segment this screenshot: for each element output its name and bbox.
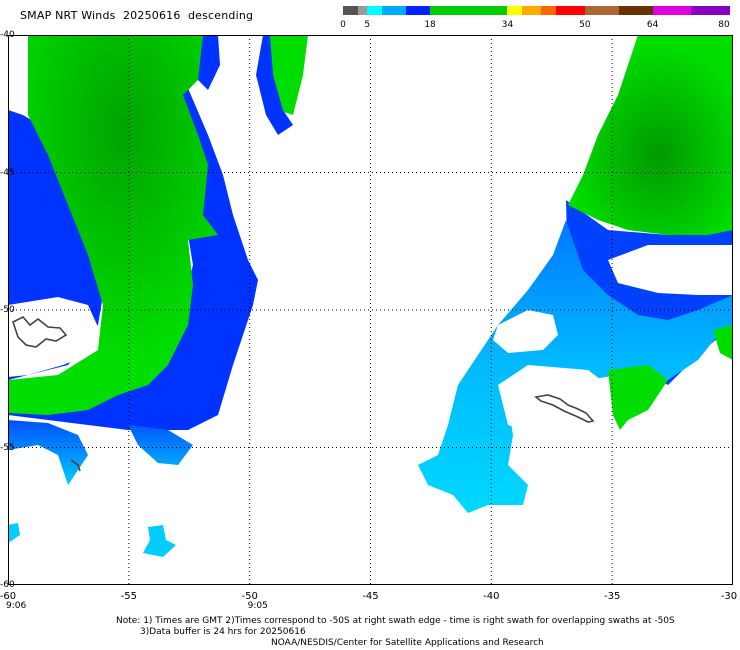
latitude-label: -45 bbox=[0, 167, 15, 178]
colorbar-tick-label: 80 bbox=[718, 20, 730, 30]
falklands-coast bbox=[12, 316, 68, 348]
wind-map-svg bbox=[8, 35, 733, 585]
colorbar-segment bbox=[367, 6, 382, 15]
longitude-label: -30 bbox=[720, 591, 738, 602]
map-frame bbox=[8, 35, 733, 585]
colorbar-tick-label: 64 bbox=[646, 20, 659, 30]
latitude-label: -40 bbox=[0, 30, 15, 40]
colorbar-tick-label: 18 bbox=[424, 20, 436, 30]
longitude-label: -40 bbox=[483, 591, 500, 602]
right-swath-gap-3 bbox=[498, 365, 613, 440]
latitude-label: -60 bbox=[0, 580, 15, 590]
left-swath-cyan-patch bbox=[8, 523, 176, 557]
longitude-label: -55 bbox=[120, 591, 137, 602]
colorbar-segment bbox=[381, 6, 406, 15]
colorbar-tick-label: 0 bbox=[340, 20, 346, 30]
colorbar-segment bbox=[652, 6, 692, 15]
right-swath-gap-2 bbox=[493, 310, 558, 353]
colorbar-segment bbox=[555, 6, 585, 15]
left-swath-lightblue bbox=[8, 420, 193, 485]
right-swath-gap-1 bbox=[608, 245, 733, 295]
right-swath-lightblue bbox=[418, 220, 733, 513]
left-swath-gap bbox=[8, 297, 98, 377]
colorbar-segment bbox=[541, 6, 556, 15]
swath-time-label: 9:05 bbox=[247, 601, 268, 611]
colorbar-segment bbox=[430, 6, 508, 15]
latitude-label: -55 bbox=[0, 442, 15, 453]
right-swath-green-patch bbox=[608, 325, 733, 430]
colorbar-segment bbox=[357, 6, 368, 15]
swath-time-label: 9:06 bbox=[6, 601, 27, 611]
left-swath-green bbox=[8, 35, 218, 415]
colorbar-segment bbox=[584, 6, 619, 15]
colorbar-segment bbox=[405, 6, 431, 15]
colorbar-segment bbox=[618, 6, 653, 15]
note-line-3: NOAA/NESDIS/Center for Satellite Applica… bbox=[271, 638, 544, 648]
longitude-label: -35 bbox=[603, 591, 621, 602]
map-grid bbox=[8, 35, 733, 585]
colorbar-segment bbox=[343, 6, 358, 15]
colorbar-segment bbox=[507, 6, 522, 15]
colorbar-tick-label: 50 bbox=[579, 20, 591, 30]
note-line-1: Note: 1) Times are GMT 2)Times correspon… bbox=[116, 616, 675, 626]
left-swath-blue-top bbox=[198, 35, 293, 135]
colorbar-segment bbox=[691, 6, 730, 15]
colorbar-tick-label: 34 bbox=[501, 20, 514, 30]
colorbar-tick-label: 5 bbox=[364, 20, 371, 30]
left-coast-fragment bbox=[70, 459, 81, 472]
note-line-2: 3)Data buffer is 24 hrs for 20250616 bbox=[140, 627, 306, 637]
latitude-label: -50 bbox=[0, 305, 15, 315]
south-georgia-coast bbox=[534, 394, 595, 423]
wind-speed-colorbar bbox=[343, 6, 730, 15]
right-swath-green bbox=[568, 35, 733, 235]
longitude-label: -50 bbox=[241, 591, 258, 602]
longitude-label: -60 bbox=[0, 591, 17, 602]
map-title: SMAP NRT Winds 20250616 descending bbox=[20, 9, 254, 22]
colorbar-segment bbox=[521, 6, 542, 15]
longitude-label: -45 bbox=[362, 591, 379, 602]
wind-map bbox=[8, 35, 733, 585]
